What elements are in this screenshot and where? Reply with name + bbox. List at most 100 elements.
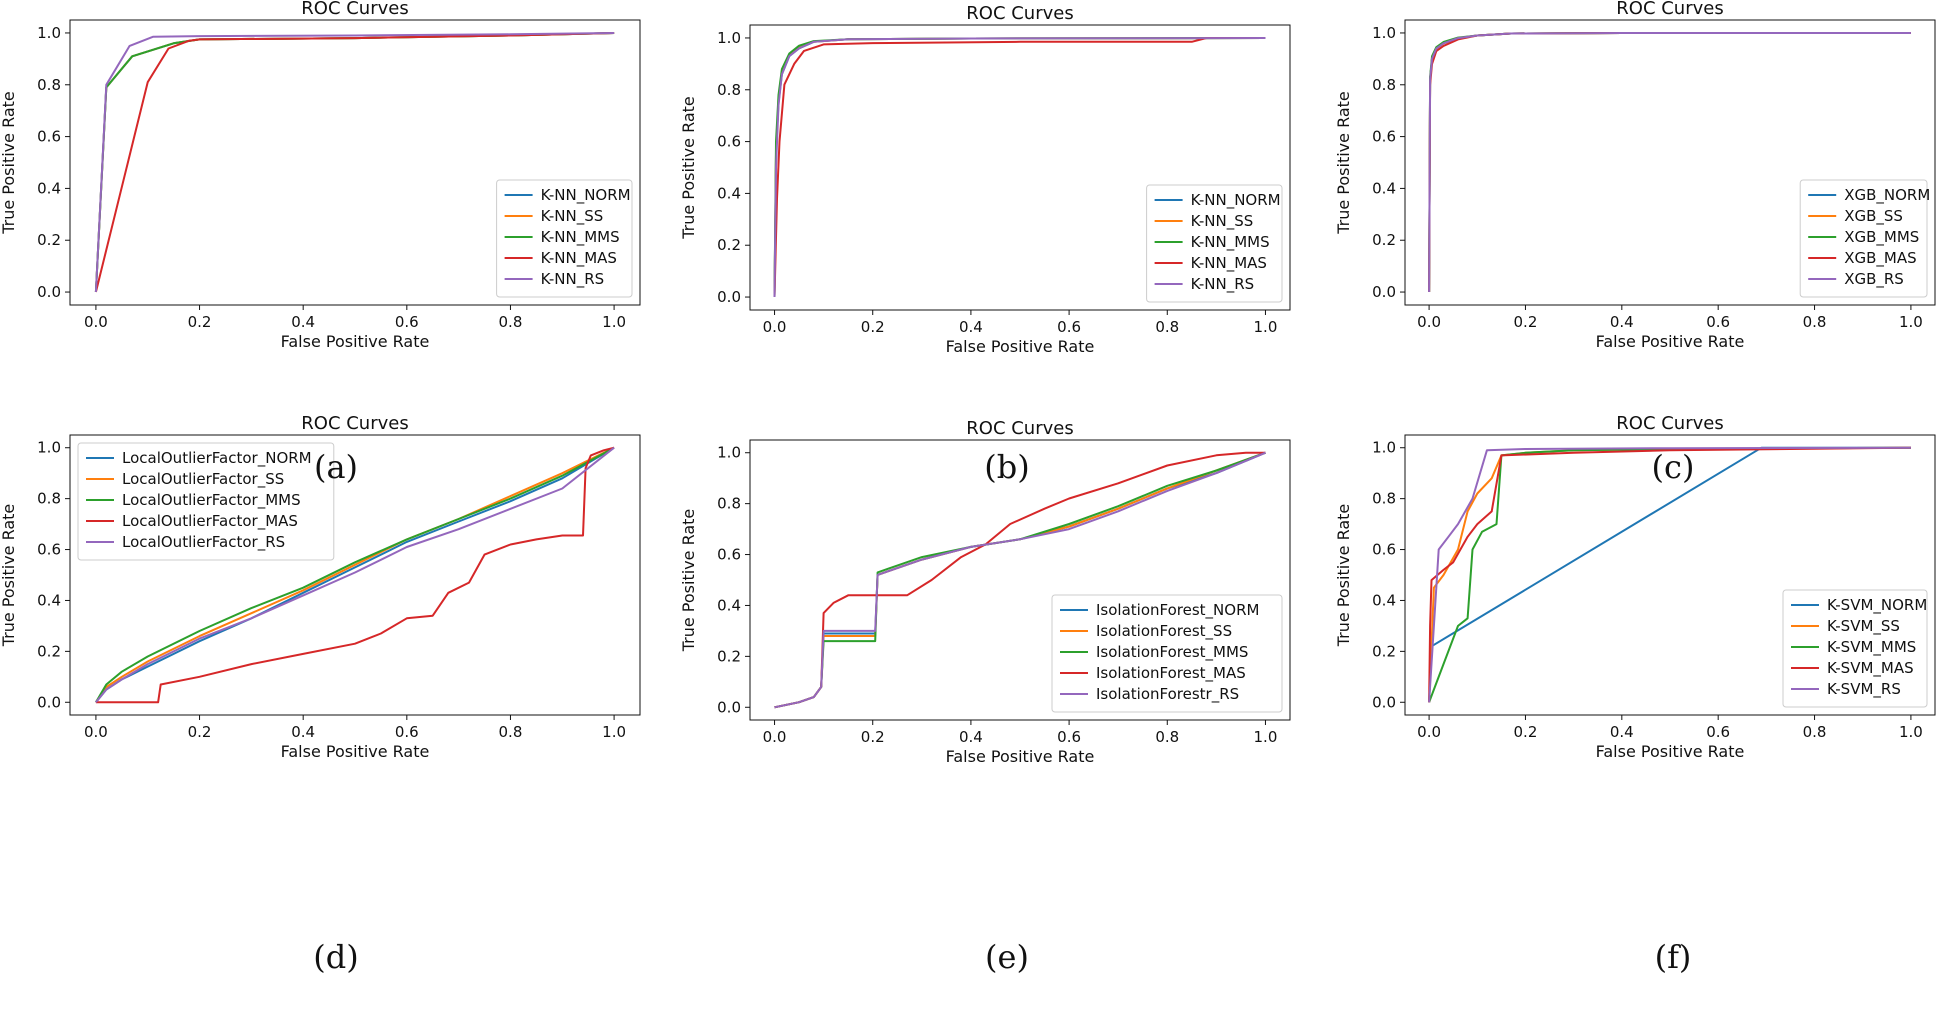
legend-label: K-NN_SS <box>1191 212 1254 231</box>
y-tick-label: 0.6 <box>717 133 741 151</box>
y-tick-label: 0.4 <box>1372 179 1396 197</box>
legend-box <box>1799 179 1928 298</box>
panel-c: ROC Curves 0.0 0.2 0.4 0.6 0.8 1.0 0.0 0.2 0.4 0.6… <box>1300 0 1950 400</box>
y-tick-label: 0.2 <box>37 231 61 249</box>
panel-f: ROC Curves 0.0 0.2 0.4 0.6 0.8 1.0 0.0 0.2 0.4 0.6… <box>1300 410 1950 800</box>
x-tick-label: 0.0 <box>763 318 787 336</box>
series-line-purple <box>773 37 1266 298</box>
caption-b: (b) <box>984 448 1030 486</box>
chart-title: ROC Curves <box>966 418 1073 439</box>
legend-label: IsolationForest_MAS <box>1096 664 1246 683</box>
x-axis-label: False Positive Rate <box>1596 742 1745 761</box>
legend: IsolationForest_NORM IsolationForest_SS Is… <box>1051 594 1283 713</box>
x-tick-label: 0.4 <box>1610 723 1634 741</box>
legend-box <box>1782 589 1928 708</box>
legend-label: XGB_MAS <box>1844 249 1916 268</box>
legend-box <box>496 179 633 298</box>
legend-label: K-NN_MAS <box>1191 254 1267 273</box>
caption-c: (c) <box>1651 448 1695 486</box>
series-group <box>774 451 1266 709</box>
y-tick-label: 0.8 <box>717 495 741 513</box>
x-axis-label: False Positive Rate <box>946 337 1095 356</box>
y-tick-label: 0.8 <box>717 81 741 99</box>
y-tick-label: 1.0 <box>1372 24 1396 42</box>
legend: XGB_NORM XGB_SS XGB_MMS XGB_MAS XGB_RS <box>1799 179 1930 298</box>
x-tick-label: 0.4 <box>291 313 315 331</box>
y-tick-label: 0.6 <box>717 546 741 564</box>
y-tick-label: 1.0 <box>1372 439 1396 457</box>
y-tick-label: 0.0 <box>717 698 741 716</box>
y-tick-label: 1.0 <box>717 29 741 47</box>
series-group <box>94 32 615 293</box>
legend-label: K-NN_SS <box>541 207 604 226</box>
x-axis-label: False Positive Rate <box>281 332 430 351</box>
y-axis-label: True Positive Rate <box>679 96 698 240</box>
series-line-red <box>1428 446 1911 703</box>
y-tick-label: 0.2 <box>1372 231 1396 249</box>
legend-label: K-NN_RS <box>541 270 605 289</box>
y-axis-label: True Positive Rate <box>1334 504 1353 648</box>
roc-chart-a: ROC Curves 0.0 0.2 0.4 0.6 0.8 1.0 0.0 0.2 0.4 0.6… <box>0 0 641 351</box>
legend-label: IsolationForestr_RS <box>1096 685 1239 704</box>
legend: K-NN_NORM K-NN_SS K-NN_MMS K-NN_MAS K-NN_RS <box>1146 184 1283 303</box>
legend-label: K-NN_NORM <box>541 186 631 205</box>
y-tick-label: 1.0 <box>37 24 61 42</box>
legend-label: K-NN_RS <box>1191 275 1255 294</box>
x-tick-label: 0.0 <box>84 313 108 331</box>
series-line-purple <box>1428 32 1911 293</box>
axes-frame <box>749 24 1291 311</box>
x-tick-label: 0.6 <box>395 723 419 741</box>
x-tick-label: 0.8 <box>499 313 523 331</box>
legend-label: K-SVM_SS <box>1827 617 1900 636</box>
y-tick-label: 0.2 <box>717 647 741 665</box>
legend-label: LocalOutlierFactor_SS <box>122 470 284 489</box>
x-axis-label: False Positive Rate <box>946 747 1095 766</box>
series-line-red <box>94 32 615 293</box>
panel-b: ROC Curves 0.0 0.2 0.4 0.6 0.8 1.0 0.0 0.2 0.4 0.6… <box>650 0 1300 400</box>
caption-f: (f) <box>1654 938 1692 976</box>
x-tick-label: 0.2 <box>1514 723 1538 741</box>
y-tick-label: 0.8 <box>37 76 61 94</box>
x-tick-label: 1.0 <box>1899 723 1923 741</box>
x-axis-label: False Positive Rate <box>281 742 430 761</box>
y-tick-label: 0.4 <box>37 591 61 609</box>
legend: K-NN_NORM K-NN_SS K-NN_MMS K-NN_MAS K-NN_RS <box>496 179 633 298</box>
series-line-purple <box>774 451 1266 709</box>
chart-title: ROC Curves <box>966 3 1073 24</box>
y-tick-label: 0.8 <box>1372 76 1396 94</box>
x-tick-label: 0.0 <box>84 723 108 741</box>
y-tick-label: 0.0 <box>37 283 61 301</box>
x-tick-label: 0.2 <box>1514 313 1538 331</box>
x-tick-label: 0.8 <box>499 723 523 741</box>
legend-label: XGB_NORM <box>1844 186 1930 205</box>
x-tick-label: 0.2 <box>861 318 885 336</box>
x-tick-label: 0.6 <box>1057 728 1081 746</box>
y-tick-label: 0.4 <box>37 179 61 197</box>
x-tick-label: 0.8 <box>1155 318 1179 336</box>
series-group <box>95 446 615 704</box>
legend-label: K-SVM_MMS <box>1827 638 1916 657</box>
y-tick-label: 0.6 <box>37 128 61 146</box>
legend-label: K-SVM_NORM <box>1827 596 1927 615</box>
y-tick-label: 0.0 <box>1372 283 1396 301</box>
series-group <box>1428 446 1911 703</box>
y-tick-label: 0.0 <box>717 288 741 306</box>
x-axis-label: False Positive Rate <box>1596 332 1745 351</box>
x-tick-label: 1.0 <box>1254 728 1278 746</box>
x-tick-label: 0.4 <box>959 318 983 336</box>
chart-title: ROC Curves <box>301 413 408 434</box>
series-line-orange <box>95 446 615 703</box>
y-tick-label: 0.4 <box>717 596 741 614</box>
x-tick-label: 0.6 <box>1706 313 1730 331</box>
x-tick-label: 0.8 <box>1803 313 1827 331</box>
legend-label: XGB_RS <box>1844 270 1904 289</box>
legend-label: XGB_SS <box>1844 207 1903 226</box>
series-line-green <box>95 446 615 703</box>
panel-a: ROC Curves 0.0 0.2 0.4 0.6 0.8 1.0 0.0 0.2 0.4 0.6… <box>0 0 650 400</box>
y-tick-label: 0.6 <box>37 541 61 559</box>
series-line-red <box>95 446 615 704</box>
series-group <box>1428 32 1911 293</box>
caption-a: (a) <box>313 448 359 486</box>
y-tick-label: 0.0 <box>1372 693 1396 711</box>
